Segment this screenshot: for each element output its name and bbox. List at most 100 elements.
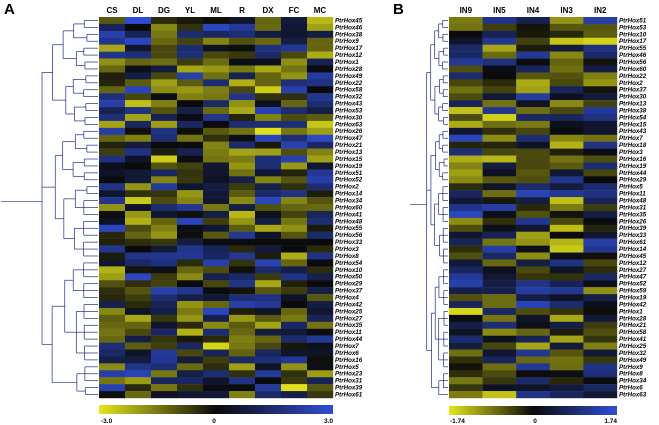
row-label: PtrHox35: [619, 211, 647, 218]
heatmap-cell: [255, 210, 282, 219]
heatmap-cell: [125, 23, 152, 32]
heatmap-cell: [229, 238, 256, 246]
heatmap-cell: [281, 252, 308, 260]
heatmap-cell: [583, 183, 618, 191]
heatmap-cell: [255, 134, 282, 142]
heatmap-cell: [549, 23, 584, 32]
heatmap-cell: [99, 23, 126, 32]
heatmap-cell: [281, 141, 308, 149]
panel-b-cells: [449, 17, 618, 399]
row-label: PtrHox46: [619, 52, 647, 59]
heatmap-cell: [307, 384, 334, 392]
heatmap-cell: [307, 23, 334, 32]
heatmap-cell: [151, 120, 178, 129]
heatmap-cell: [177, 30, 204, 38]
heatmap-cell: [307, 148, 334, 156]
heatmap-cell: [151, 197, 178, 205]
heatmap-cell: [307, 162, 334, 170]
heatmap-cell: [125, 356, 152, 364]
row-label: PtrHox30: [335, 114, 363, 121]
heatmap-cell: [125, 107, 152, 115]
heatmap-cell: [307, 100, 334, 108]
heatmap-cell: [255, 321, 282, 329]
heatmap-cell: [125, 176, 152, 184]
heatmap-cell: [229, 148, 256, 156]
row-label: PtrHox51: [335, 170, 363, 177]
heatmap-cell: [516, 321, 550, 329]
panel-b-label: B: [393, 1, 404, 18]
heatmap-cell: [177, 51, 204, 59]
column-label: FC: [289, 6, 300, 15]
heatmap-cell: [203, 100, 230, 108]
heatmap-cell: [281, 107, 308, 115]
row-label: PtrHox41: [335, 211, 363, 218]
heatmap-cell: [449, 30, 483, 38]
heatmap-cell: [99, 384, 126, 392]
heatmap-cell: [281, 224, 308, 232]
heatmap-cell: [125, 259, 152, 267]
heatmap-cell: [281, 23, 308, 32]
heatmap-cell: [449, 307, 483, 316]
heatmap-cell: [482, 294, 517, 302]
heatmap-cell: [449, 370, 483, 378]
heatmap-cell: [229, 65, 256, 73]
heatmap-cell: [177, 307, 204, 316]
heatmap-cell: [151, 238, 178, 246]
heatmap-cell: [449, 301, 483, 309]
heatmap-cell: [125, 301, 152, 309]
heatmap-cell: [99, 356, 126, 364]
heatmap-cell: [177, 287, 204, 295]
heatmap-cell: [255, 176, 282, 184]
heatmap-cell: [281, 328, 308, 336]
heatmap-cell: [177, 335, 204, 343]
heatmap-cell: [255, 93, 282, 101]
heatmap-cell: [125, 79, 152, 87]
heatmap-cell: [549, 321, 584, 329]
heatmap-cell: [255, 335, 282, 343]
heatmap-cell: [255, 231, 282, 239]
heatmap-cell: [255, 328, 282, 336]
row-label: PtrHox43: [619, 128, 647, 135]
heatmap-cell: [177, 120, 204, 129]
heatmap-cell: [583, 141, 618, 149]
heatmap-cell: [307, 217, 334, 226]
heatmap-cell: [281, 321, 308, 329]
row-label: PtrHox6: [335, 350, 359, 357]
heatmap-cell: [281, 93, 308, 101]
row-label: PtrHox55: [619, 45, 647, 52]
heatmap-cell: [255, 204, 282, 212]
heatmap-cell: [151, 349, 178, 357]
heatmap-cell: [307, 134, 334, 142]
heatmap-cell: [99, 65, 126, 73]
heatmap-cell: [307, 86, 334, 94]
heatmap-cell: [482, 169, 517, 177]
heatmap-cell: [307, 287, 334, 295]
heatmap-cell: [307, 238, 334, 246]
heatmap-cell: [177, 342, 204, 350]
heatmap-cell: [549, 273, 584, 281]
heatmap-cell: [583, 30, 618, 38]
heatmap-cell: [549, 294, 584, 302]
heatmap-cell: [307, 44, 334, 52]
heatmap-cell: [151, 377, 178, 385]
row-label: PtrHox63: [619, 391, 647, 398]
heatmap-cell: [255, 100, 282, 108]
heatmap-cell: [482, 231, 517, 239]
heatmap-cell: [516, 17, 550, 25]
heatmap-cell: [255, 342, 282, 350]
heatmap-cell: [449, 335, 483, 343]
heatmap-cell: [229, 176, 256, 184]
heatmap-cell: [549, 349, 584, 357]
heatmap-cell: [482, 148, 517, 156]
heatmap-cell: [516, 307, 550, 316]
heatmap-cell: [449, 23, 483, 32]
heatmap-cell: [549, 79, 584, 87]
heatmap-cell: [99, 294, 126, 302]
heatmap-cell: [203, 266, 230, 274]
heatmap-cell: [229, 37, 256, 45]
heatmap-cell: [99, 72, 126, 80]
heatmap-cell: [255, 141, 282, 149]
heatmap-cell: [125, 183, 152, 191]
heatmap-cell: [549, 384, 584, 392]
heatmap-cell: [255, 30, 282, 38]
